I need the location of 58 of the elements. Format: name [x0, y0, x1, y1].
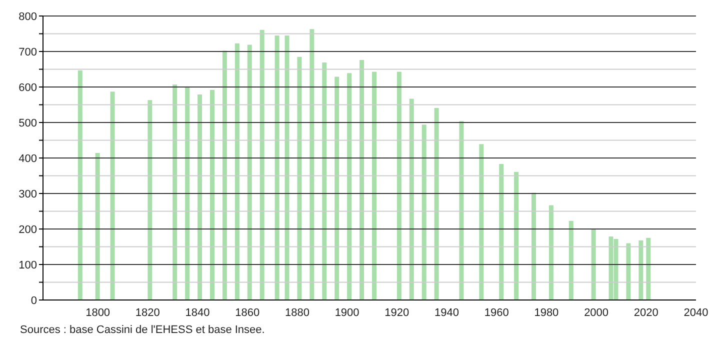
x-tick-label: 1880 — [284, 306, 310, 319]
y-tick-label: 500 — [18, 117, 37, 130]
y-tick-label: 100 — [18, 259, 37, 272]
bar — [396, 72, 402, 300]
bar — [532, 192, 536, 300]
bar — [434, 108, 439, 300]
bar — [514, 172, 519, 300]
bar — [297, 56, 302, 300]
bar — [499, 164, 504, 300]
y-tick-label: 700 — [18, 46, 37, 58]
bar — [638, 240, 644, 300]
x-tick-label: 2000 — [584, 306, 609, 319]
bar — [360, 60, 364, 300]
bar — [247, 44, 252, 300]
x-tick-label: 2020 — [634, 306, 658, 319]
bar — [372, 72, 376, 300]
bar — [95, 153, 100, 300]
bar — [548, 205, 554, 300]
y-tick-label: 0 — [30, 294, 37, 307]
bar — [626, 243, 631, 300]
x-tick-label: 1820 — [135, 306, 160, 319]
bar — [322, 62, 327, 300]
bar — [185, 87, 190, 300]
y-tick-label: 600 — [18, 82, 37, 94]
source-note: Sources : base Cassini de l'EHESS et base Insee. — [20, 324, 266, 336]
x-tick-label: 2040 — [684, 306, 708, 319]
y-tick-label: 800 — [18, 10, 37, 23]
bar — [568, 220, 574, 300]
x-tick-label: 1800 — [86, 306, 110, 319]
bar — [260, 30, 264, 300]
bar — [459, 121, 464, 300]
bar — [646, 238, 651, 300]
bar — [78, 70, 82, 300]
x-tick-label: 1980 — [534, 306, 559, 319]
bar — [422, 124, 426, 300]
bar — [347, 73, 352, 300]
x-tick-label: 1900 — [334, 306, 360, 319]
bar — [110, 92, 115, 300]
bar — [222, 50, 227, 300]
bar — [479, 144, 484, 300]
bar — [334, 76, 340, 300]
bar — [172, 84, 178, 300]
x-tick-label: 1940 — [434, 306, 460, 319]
x-tick-label: 1960 — [484, 306, 509, 319]
bar — [234, 43, 240, 300]
x-tick-label: 1920 — [384, 306, 410, 319]
bar — [591, 229, 596, 300]
y-tick-label: 200 — [18, 224, 37, 236]
bar — [148, 100, 152, 300]
bar — [274, 36, 280, 300]
y-tick-label: 400 — [18, 152, 37, 165]
bar — [409, 98, 414, 300]
bar — [210, 90, 214, 300]
x-tick-label: 1840 — [185, 306, 210, 319]
bar — [198, 94, 202, 300]
y-tick-label: 300 — [18, 188, 37, 200]
bar — [310, 29, 314, 300]
x-tick-label: 1860 — [235, 306, 260, 319]
